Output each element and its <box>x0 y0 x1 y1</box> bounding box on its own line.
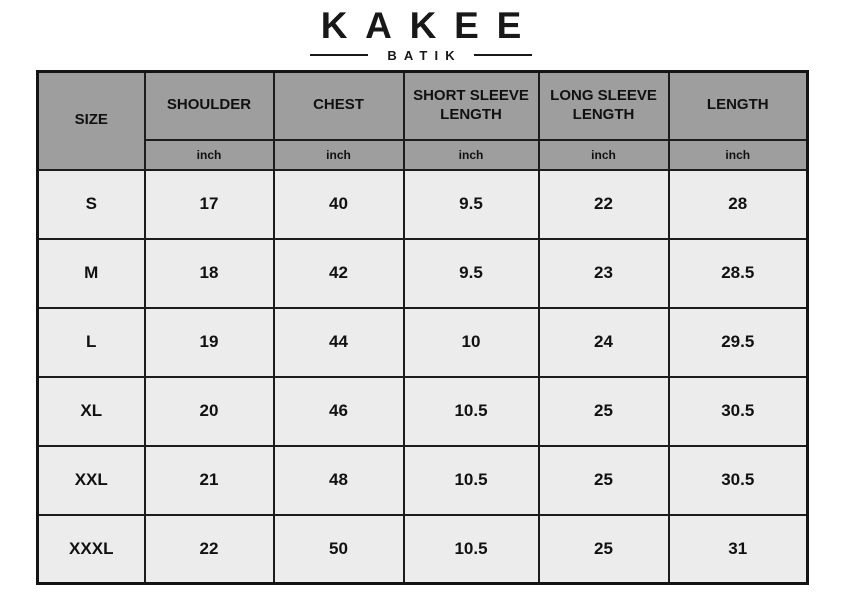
column-header-short-sleeve-length: SHORT SLEEVE LENGTH <box>402 70 540 141</box>
short-sleeve-value: 9.5 <box>402 168 540 240</box>
shoulder-value: 18 <box>143 237 275 309</box>
short-sleeve-value: 10.5 <box>402 513 540 585</box>
long-sleeve-value: 25 <box>537 444 670 516</box>
column-header-long-sleeve-length: LONG SLEEVE LENGTH <box>537 70 670 141</box>
long-sleeve-value: 22 <box>537 168 670 240</box>
long-sleeve-value: 23 <box>537 237 670 309</box>
unit-label: inch <box>667 138 809 171</box>
shoulder-value: 17 <box>143 168 275 240</box>
chest-value: 48 <box>272 444 405 516</box>
column-header-size: SIZE <box>36 70 146 171</box>
unit-label: inch <box>537 138 670 171</box>
table-row-s: S 17 40 9.5 22 28 <box>36 168 809 240</box>
length-value: 28.5 <box>667 237 809 309</box>
table-row-m: M 18 42 9.5 23 28.5 <box>36 237 809 309</box>
length-value: 28 <box>667 168 809 240</box>
chest-value: 44 <box>272 306 405 378</box>
shoulder-value: 22 <box>143 513 275 585</box>
size-value: M <box>36 237 146 309</box>
size-chart-table: SIZE SHOULDER CHEST SHORT SLEEVE LENGTH … <box>36 70 809 585</box>
brand-logo: KAKEE BATIK <box>0 5 842 63</box>
short-sleeve-value: 10.5 <box>402 375 540 447</box>
chest-value: 50 <box>272 513 405 585</box>
table-row-xxxl: XXXL 22 50 10.5 25 31 <box>36 513 809 585</box>
chest-value: 40 <box>272 168 405 240</box>
chest-value: 42 <box>272 237 405 309</box>
size-value: XXL <box>36 444 146 516</box>
long-sleeve-value: 25 <box>537 375 670 447</box>
brand-tagline-row: BATIK <box>0 48 842 63</box>
length-value: 30.5 <box>667 444 809 516</box>
table-row-xxl: XXL 21 48 10.5 25 30.5 <box>36 444 809 516</box>
table-header-row: SIZE SHOULDER CHEST SHORT SLEEVE LENGTH … <box>36 70 809 171</box>
long-sleeve-value: 24 <box>537 306 670 378</box>
column-header-chest: CHEST <box>272 70 405 141</box>
size-value: XL <box>36 375 146 447</box>
brand-name: KAKEE <box>320 5 540 46</box>
short-sleeve-value: 10 <box>402 306 540 378</box>
length-value: 31 <box>667 513 809 585</box>
unit-label: inch <box>402 138 540 171</box>
size-value: S <box>36 168 146 240</box>
shoulder-value: 20 <box>143 375 275 447</box>
short-sleeve-value: 9.5 <box>402 237 540 309</box>
tagline-left-rule <box>310 54 369 57</box>
length-value: 30.5 <box>667 375 809 447</box>
chest-value: 46 <box>272 375 405 447</box>
shoulder-value: 21 <box>143 444 275 516</box>
size-value: L <box>36 306 146 378</box>
shoulder-value: 19 <box>143 306 275 378</box>
table-row-xl: XL 20 46 10.5 25 30.5 <box>36 375 809 447</box>
unit-label: inch <box>272 138 405 171</box>
long-sleeve-value: 25 <box>537 513 670 585</box>
column-header-length: LENGTH <box>667 70 809 141</box>
column-header-shoulder: SHOULDER <box>143 70 275 141</box>
unit-label: inch <box>143 138 275 171</box>
length-value: 29.5 <box>667 306 809 378</box>
unit-row: inch inch inch inch inch <box>38 138 809 171</box>
size-value: XXXL <box>36 513 146 585</box>
brand-tagline: BATIK <box>387 47 462 63</box>
short-sleeve-value: 10.5 <box>402 444 540 516</box>
table-row-l: L 19 44 10 24 29.5 <box>36 306 809 378</box>
tagline-right-rule <box>473 54 532 57</box>
